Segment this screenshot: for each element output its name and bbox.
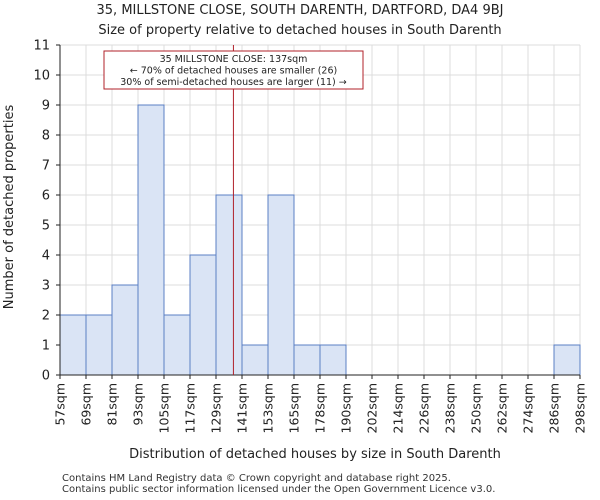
histogram-bar bbox=[267, 194, 295, 376]
x-tick-label: 286sqm bbox=[547, 383, 562, 433]
x-tick-label: 238sqm bbox=[443, 383, 458, 433]
annotation-line: 35 MILLSTONE CLOSE: 137sqm bbox=[160, 54, 308, 65]
x-tick-label: 226sqm bbox=[417, 383, 432, 433]
chart-title-block: 35, MILLSTONE CLOSE, SOUTH DARENTH, DART… bbox=[0, 1, 600, 41]
x-tick-label: 178sqm bbox=[313, 383, 328, 433]
x-tick-label: 93sqm bbox=[131, 383, 146, 426]
x-tick-label: 105sqm bbox=[157, 383, 172, 433]
y-tick-label: 9 bbox=[42, 99, 50, 114]
histogram-bar bbox=[85, 314, 113, 376]
x-tick-label: 190sqm bbox=[339, 383, 354, 433]
histogram-bar bbox=[293, 344, 321, 376]
x-tick-label: 69sqm bbox=[79, 383, 94, 426]
x-tick-label: 274sqm bbox=[521, 383, 536, 433]
x-tick-label: 153sqm bbox=[261, 383, 276, 433]
histogram-bar bbox=[319, 344, 347, 376]
annotation-line: ← 70% of detached houses are smaller (26… bbox=[130, 66, 337, 77]
annotation-line: 30% of semi-detached houses are larger (… bbox=[120, 77, 347, 88]
histogram-bar bbox=[163, 314, 191, 376]
y-tick-label: 0 bbox=[42, 369, 50, 384]
histogram-bar bbox=[111, 284, 139, 376]
chart-subtitle: Size of property relative to detached ho… bbox=[98, 23, 502, 38]
x-axis-label: Distribution of detached houses by size … bbox=[129, 447, 501, 462]
histogram-bar bbox=[59, 314, 87, 376]
y-tick-label: 3 bbox=[42, 279, 50, 294]
y-tick-label: 1 bbox=[42, 339, 50, 354]
histogram-bar bbox=[553, 344, 581, 376]
y-tick-label: 6 bbox=[42, 189, 50, 204]
y-tick-label: 7 bbox=[42, 159, 50, 174]
footer-line-2: Contains public sector information licen… bbox=[62, 484, 496, 495]
histogram-bar bbox=[241, 344, 269, 376]
x-tick-label: 262sqm bbox=[495, 383, 510, 433]
histogram-bar bbox=[189, 254, 217, 376]
x-tick-label: 165sqm bbox=[287, 383, 302, 433]
annotation-border bbox=[103, 50, 364, 90]
x-tick-label: 141sqm bbox=[235, 383, 250, 433]
chart-title: 35, MILLSTONE CLOSE, SOUTH DARENTH, DART… bbox=[96, 3, 504, 18]
x-tick-label: 57sqm bbox=[53, 383, 68, 426]
histogram-bar bbox=[137, 104, 165, 376]
x-tick-label: 81sqm bbox=[105, 383, 120, 426]
x-tick-label: 250sqm bbox=[469, 383, 484, 433]
x-tick-label: 214sqm bbox=[391, 383, 406, 433]
y-axis-label: Number of detached properties bbox=[2, 105, 17, 310]
y-tick-label: 4 bbox=[42, 249, 50, 264]
y-tick-label: 10 bbox=[33, 69, 50, 84]
y-tick-label: 11 bbox=[33, 39, 50, 54]
x-tick-label: 202sqm bbox=[365, 383, 380, 433]
y-tick-label: 5 bbox=[42, 219, 50, 234]
footer: Contains HM Land Registry data © Crown c… bbox=[62, 473, 495, 495]
footer-line-1: Contains HM Land Registry data © Crown c… bbox=[62, 473, 451, 484]
annotation-box: 35 MILLSTONE CLOSE: 137sqm← 70% of detac… bbox=[103, 50, 364, 90]
histogram-bar bbox=[215, 194, 243, 376]
y-tick-label: 2 bbox=[42, 309, 50, 324]
x-tick-label: 129sqm bbox=[209, 383, 224, 433]
x-tick-label: 117sqm bbox=[183, 383, 198, 433]
x-tick-label: 298sqm bbox=[573, 383, 588, 433]
y-tick-label: 8 bbox=[42, 129, 50, 144]
